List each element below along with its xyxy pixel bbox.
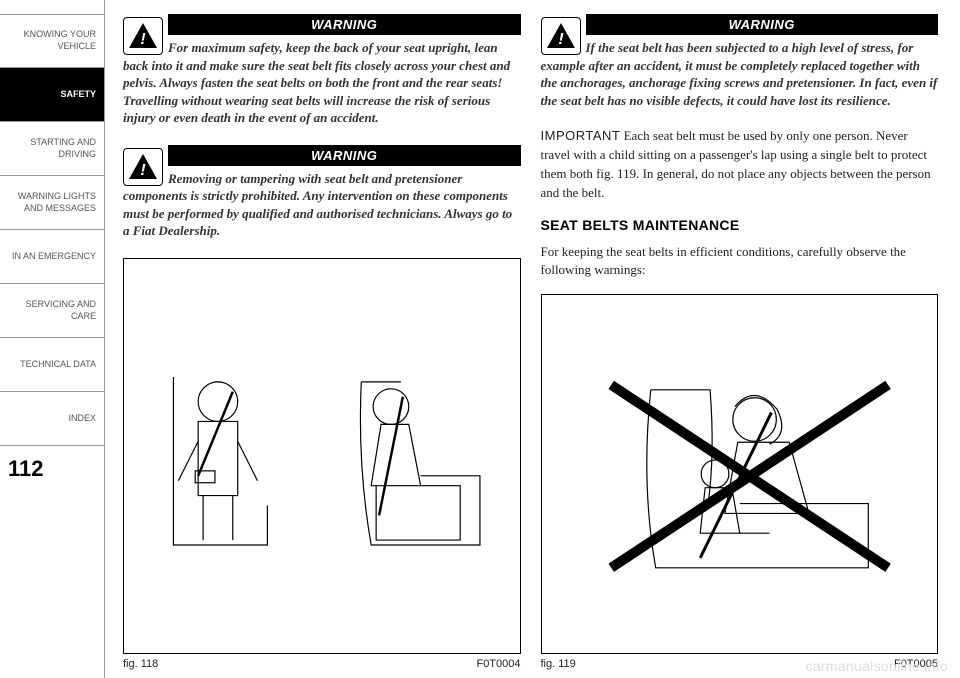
sidebar-item-4[interactable]: IN AN EMERGENCY	[0, 230, 104, 284]
figure-118	[123, 258, 521, 654]
warning-body: ! Removing or tampering with seat belt a…	[123, 166, 521, 240]
sidebar-item-label: STARTING AND DRIVING	[30, 137, 96, 160]
warning-text: If the seat belt has been subjected to a…	[541, 40, 938, 108]
content-area: WARNING ! For maximum safety, keep the b…	[105, 0, 960, 678]
sidebar-item-0[interactable]: KNOWING YOUR VEHICLE	[0, 14, 104, 68]
sidebar-item-6[interactable]: TECHNICAL DATA	[0, 338, 104, 392]
page-number: 112	[0, 446, 104, 482]
warning-title: WARNING	[168, 14, 521, 35]
manual-page: KNOWING YOUR VEHICLE SAFETY STARTING AND D…	[0, 0, 960, 678]
sidebar-item-label: INDEX	[68, 413, 96, 425]
figure-label: fig. 118	[123, 658, 158, 670]
figure-119	[541, 294, 939, 654]
sidebar-item-1[interactable]: SAFETY	[0, 68, 104, 122]
watermark-text: carmanualsonline.info	[806, 658, 949, 674]
warning-box-2: WARNING ! Removing or tampering with sea…	[123, 145, 521, 240]
svg-text:!: !	[558, 31, 564, 48]
sidebar-item-label: SERVICING AND CARE	[26, 299, 96, 322]
warning-box-1: WARNING ! For maximum safety, keep the b…	[123, 14, 521, 127]
warning-triangle-icon: !	[123, 148, 163, 186]
warning-body: ! If the seat belt has been subjected to…	[541, 35, 939, 109]
maintenance-intro: For keeping the seat belts in efficient …	[541, 243, 939, 281]
sidebar-item-5[interactable]: SERVICING AND CARE	[0, 284, 104, 338]
sidebar-item-label: KNOWING YOUR VEHICLE	[24, 29, 96, 52]
warning-title: WARNING	[586, 14, 939, 35]
figure-caption-row: fig. 118 F0T0004	[123, 658, 521, 670]
svg-text:!: !	[140, 31, 146, 48]
right-column: WARNING ! If the seat belt has been subj…	[541, 14, 939, 670]
sidebar-item-3[interactable]: WARNING LIGHTS AND MESSAGES	[0, 176, 104, 230]
svg-text:!: !	[140, 162, 146, 179]
sidebar-item-label: WARNING LIGHTS AND MESSAGES	[18, 191, 96, 214]
figure-code: F0T0004	[476, 658, 520, 670]
sidebar-item-label: IN AN EMERGENCY	[12, 251, 96, 263]
important-label: IMPORTANT	[541, 128, 621, 143]
warning-text: For maximum safety, keep the back of you…	[123, 40, 510, 125]
left-column: WARNING ! For maximum safety, keep the b…	[123, 14, 521, 670]
warning-box-3: WARNING ! If the seat belt has been subj…	[541, 14, 939, 109]
warning-text: Removing or tampering with seat belt and…	[123, 171, 512, 239]
warning-triangle-icon: !	[541, 17, 581, 55]
important-paragraph: IMPORTANT Each seat belt must be used by…	[541, 127, 939, 202]
sidebar-nav: KNOWING YOUR VEHICLE SAFETY STARTING AND D…	[0, 0, 105, 678]
warning-body: ! For maximum safety, keep the back of y…	[123, 35, 521, 127]
sidebar-item-2[interactable]: STARTING AND DRIVING	[0, 122, 104, 176]
sidebar-item-7[interactable]: INDEX	[0, 392, 104, 446]
warning-title: WARNING	[168, 145, 521, 166]
warning-triangle-icon: !	[123, 17, 163, 55]
section-heading: SEAT BELTS MAINTENANCE	[541, 217, 939, 233]
figure-label: fig. 119	[541, 658, 576, 670]
sidebar-item-label: SAFETY	[60, 89, 96, 101]
sidebar-item-label: TECHNICAL DATA	[20, 359, 96, 371]
